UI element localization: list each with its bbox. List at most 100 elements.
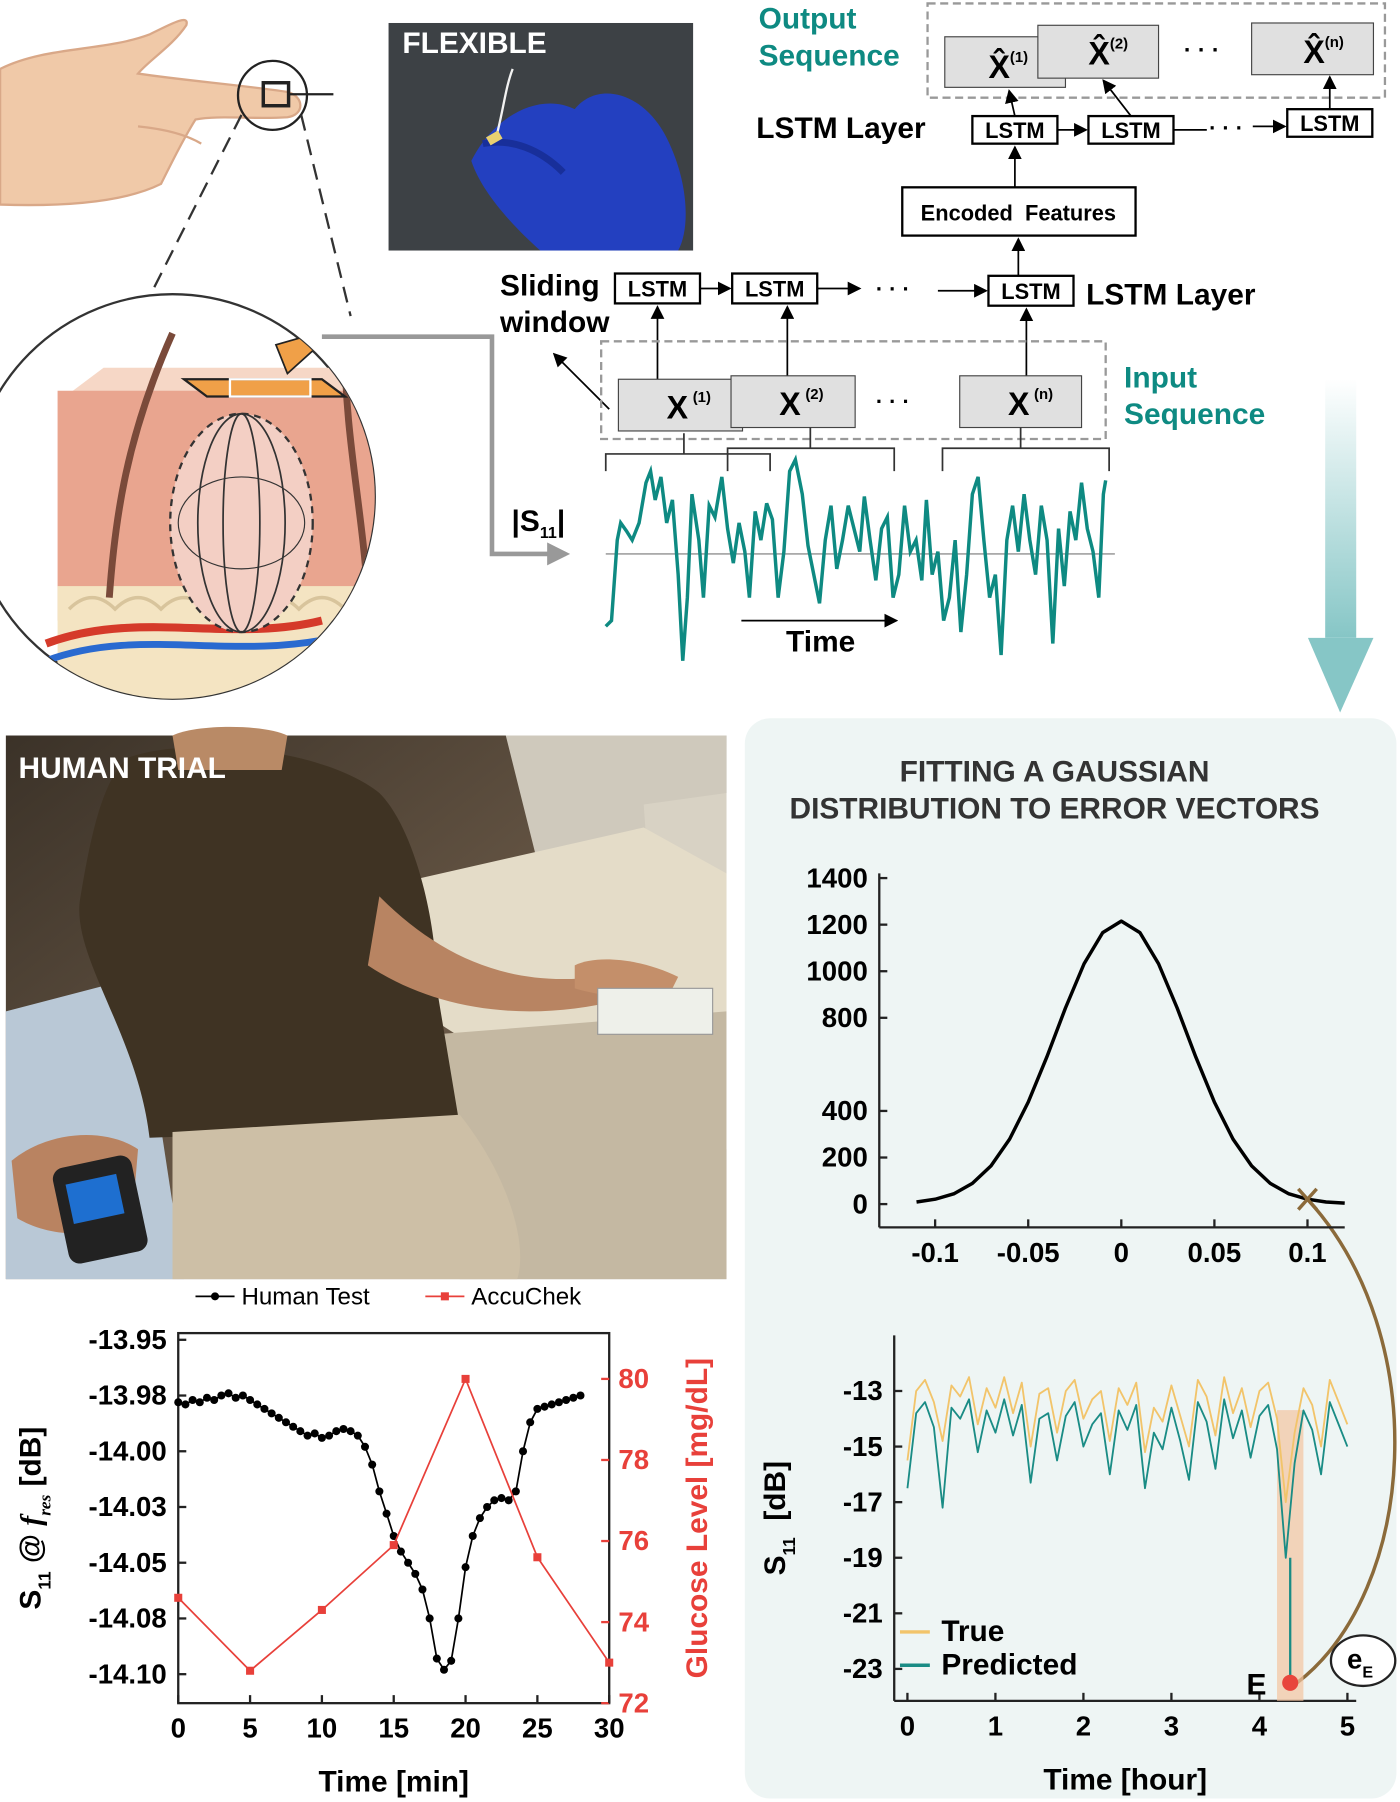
legend-label: Predicted — [941, 1648, 1077, 1681]
data-point — [576, 1391, 585, 1400]
diagram-label: Sliding — [500, 269, 600, 302]
lstm-diagram-part — [1251, 22, 1375, 76]
diagram-label-part: | — [557, 505, 565, 538]
x-tick-label: 20 — [450, 1713, 481, 1744]
axis-label-part: 11 — [779, 1537, 799, 1556]
point-label: E — [1247, 1668, 1267, 1701]
lstm-diagram-part — [1286, 108, 1374, 138]
x-tick-label: 25 — [522, 1713, 553, 1744]
sequence-symbol: X (n) — [1008, 386, 1053, 422]
photo-label: HUMAN TRIAL — [19, 752, 226, 785]
sequence-symbol-part: (n) — [1034, 386, 1053, 403]
diagram-label: Sequence — [1124, 398, 1265, 431]
data-point — [483, 1502, 492, 1512]
sequence-symbol-part: (1) — [1010, 49, 1028, 66]
lstm-cell: LSTM — [1101, 118, 1160, 143]
data-point — [231, 1393, 240, 1402]
human-trial-photo-part — [172, 1114, 521, 1280]
chart-title: FITTING A GAUSSIAN — [900, 755, 1210, 788]
data-point — [533, 1553, 542, 1562]
data-point — [396, 1547, 405, 1556]
axis-label: S11 @ fres [dB] — [14, 1427, 54, 1610]
data-point — [547, 1400, 556, 1409]
human-trial-photo-part — [172, 726, 288, 770]
sequence-symbol-part: X — [667, 389, 689, 425]
sequence-symbol-part: X — [1008, 386, 1030, 422]
lstm-diagram-part — [971, 114, 1059, 145]
y-tick-label: -14.05 — [89, 1547, 167, 1578]
x-tick-label: 1 — [988, 1710, 1003, 1741]
sequence-symbol-part: (2) — [1110, 35, 1128, 52]
connector — [1296, 1198, 1397, 1685]
data-point — [526, 1418, 535, 1427]
y-tick-label: -21 — [843, 1598, 883, 1629]
hand-illustration-part-part — [222, 412, 261, 633]
legend-marker — [440, 1292, 449, 1301]
sequence-symbol: X̂(1) — [988, 48, 1028, 85]
sequence-symbol-part: (1) — [693, 389, 711, 406]
data-point — [375, 1487, 384, 1496]
lstm-diagram-part — [1037, 24, 1160, 79]
data-point — [246, 1395, 255, 1405]
ellipsis: · · · — [876, 389, 910, 414]
lstm-diagram-part — [731, 272, 819, 305]
flexible-photo: FLEXIBLE — [388, 22, 694, 251]
y-tick-label: -14.10 — [89, 1658, 167, 1689]
data-point — [518, 1447, 528, 1456]
hand-illustration-part-part — [177, 476, 306, 570]
data-point — [274, 1413, 283, 1422]
data-point — [404, 1558, 413, 1567]
x-tick-label: 0 — [900, 1710, 915, 1741]
series-line — [916, 919, 1345, 1205]
diagram-label: Output — [759, 3, 857, 36]
data-point — [461, 1374, 470, 1383]
lstm-diagram-part — [901, 186, 1137, 237]
y2-tick-label: 80 — [618, 1363, 649, 1394]
data-point — [468, 1531, 477, 1540]
data-point — [346, 1427, 355, 1436]
x-tick-label: 5 — [1340, 1710, 1355, 1741]
hand-illustration-part-part — [228, 378, 312, 398]
y-tick-label: 1200 — [806, 909, 867, 940]
plot-frame — [177, 1331, 611, 1705]
ellipsis: · · · — [1209, 116, 1243, 141]
lstm-diagram-part — [604, 427, 1110, 472]
axis-label-part: f — [14, 1513, 47, 1526]
data-point — [246, 1666, 255, 1675]
sequence-symbol: X̂(n) — [1303, 34, 1344, 71]
sequence-symbol-part: (n) — [1325, 34, 1344, 51]
axis-label-part: S — [14, 1590, 47, 1610]
diagram-label: Input — [1124, 361, 1197, 394]
data-point — [267, 1409, 276, 1418]
data-point — [504, 1496, 513, 1505]
y-tick-label: 1400 — [806, 862, 867, 893]
legend-label: AccuChek — [471, 1283, 582, 1310]
lstm-diagram-part — [321, 334, 571, 566]
y-tick-label: 200 — [822, 1142, 868, 1173]
y-tick-label: -14.03 — [89, 1491, 167, 1522]
x-tick-label: -0.05 — [997, 1237, 1060, 1268]
human-trial-photo-part — [367, 896, 621, 1012]
y-tick-label: -15 — [843, 1431, 883, 1462]
lstm-diagram-part — [552, 75, 1337, 628]
y2-tick-label: 78 — [618, 1444, 649, 1475]
data-point — [382, 1509, 391, 1518]
flow-arrow — [1307, 379, 1374, 713]
axis-label-part: [dB] — [759, 1461, 792, 1537]
data-point — [540, 1402, 549, 1411]
lstm-diagram-part — [959, 375, 1083, 429]
error-marker-stroke — [1297, 1187, 1318, 1211]
y-tick-label: 0 — [852, 1188, 867, 1219]
data-point — [389, 1541, 398, 1550]
data-point — [253, 1400, 262, 1409]
diagram-label-part: |S — [512, 505, 540, 538]
hand-illustration — [0, 18, 376, 700]
data-point — [317, 1605, 326, 1614]
y-tick-label: -13.98 — [89, 1380, 167, 1411]
legend-label: Human Test — [241, 1283, 370, 1310]
data-point — [353, 1431, 362, 1440]
data-point — [497, 1494, 506, 1503]
axis-label-part: S — [759, 1555, 792, 1575]
